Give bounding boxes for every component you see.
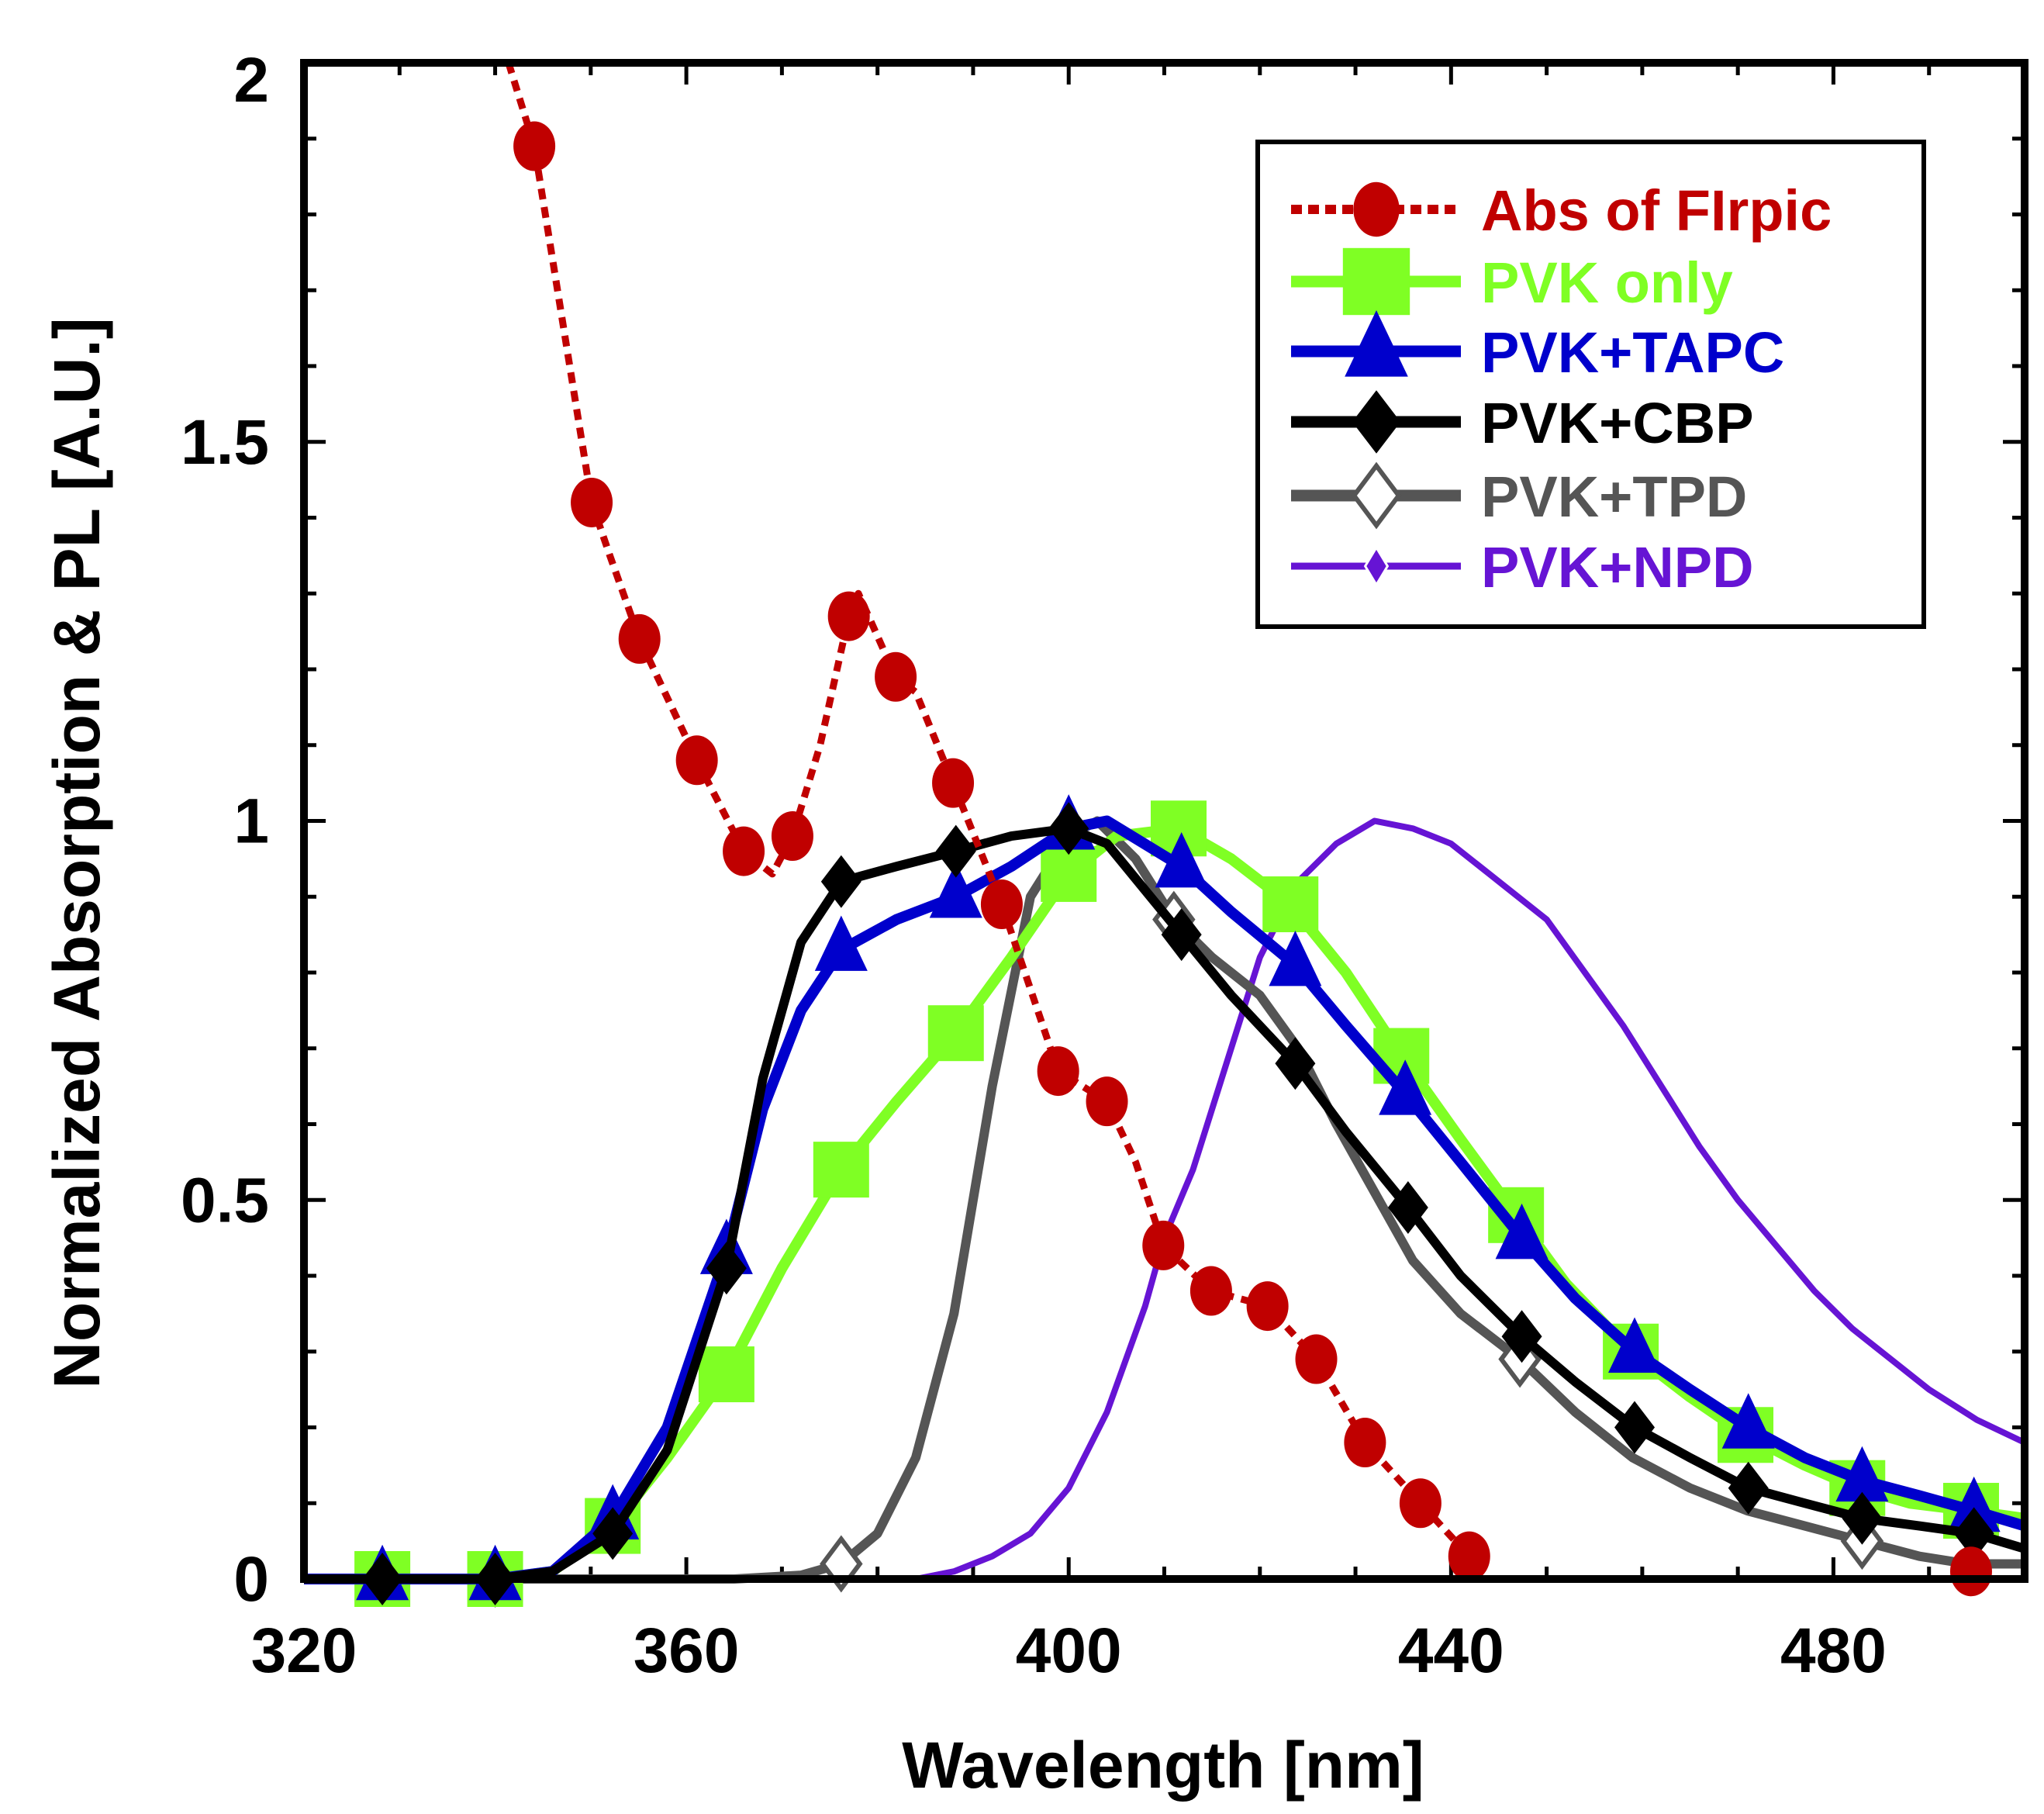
data-point-diamond [820, 855, 861, 908]
data-point-triangle [1155, 831, 1208, 888]
y-axis-title: Normalized Absorption & PL [A.U.] [40, 317, 113, 1388]
data-point-square [1342, 247, 1410, 316]
data-point-diamond [935, 824, 976, 878]
x-tick-label: 440 [1398, 1615, 1504, 1686]
data-point-circle [1949, 1546, 1992, 1597]
data-point-circle [513, 121, 556, 171]
data-point-diamond [592, 1507, 634, 1560]
y-tick-label: 1.5 [181, 407, 269, 478]
y-tick-labels: 0 0.5 1 1.5 2 [181, 45, 269, 1615]
data-point-diamond [1161, 908, 1202, 962]
legend-item: PVK+TAPC [1291, 309, 1784, 385]
legend-item: PVK+TPD [1291, 461, 1747, 530]
x-axis-title: Wavelength [nm] [902, 1729, 1424, 1802]
data-point-triangle [929, 862, 982, 918]
x-tick-label: 360 [634, 1615, 740, 1686]
data-point-circle [1344, 1418, 1386, 1468]
legend-label: PVK+CBP [1481, 391, 1754, 455]
legend-item: PVK+CBP [1291, 390, 1754, 455]
legend-item: PVK only [1291, 247, 1733, 316]
data-point-circle [723, 826, 765, 876]
data-point-triangle [1345, 309, 1408, 377]
data-point-circle [1399, 1478, 1442, 1529]
data-point-circle [875, 651, 917, 702]
data-point-square [813, 1142, 869, 1198]
data-point-circle [1353, 181, 1400, 237]
x-tick-label: 400 [1016, 1615, 1122, 1686]
data-point-circle [1086, 1076, 1128, 1127]
plot-frame [300, 59, 2028, 1583]
data-point-diamond [1728, 1461, 1769, 1515]
data-point-triangle [1608, 1317, 1662, 1373]
data-point-diamond [1275, 1037, 1316, 1090]
series-abs-of-firpic [505, 61, 1992, 1597]
legend-label: PVK+TAPC [1481, 320, 1784, 385]
data-point-diamond [1048, 802, 1089, 855]
data-point-diamond [1953, 1507, 1994, 1560]
data-point-diamond [1352, 390, 1401, 454]
data-point-circle [1189, 1266, 1232, 1316]
data-point-small-diamond [1363, 545, 1390, 587]
data-point-circle [1142, 1220, 1185, 1270]
data-point-triangle [1495, 1203, 1549, 1259]
data-point-circle [771, 811, 813, 862]
data-point-triangle [1721, 1393, 1775, 1449]
x-tick-label: 320 [251, 1615, 357, 1686]
data-point-diamond [1501, 1310, 1542, 1363]
data-point-triangle [814, 915, 868, 971]
data-point-circle [1246, 1281, 1289, 1332]
x-tick-label: 480 [1780, 1615, 1887, 1686]
y-tick-label: 2 [233, 45, 269, 116]
data-point-circle [571, 477, 613, 527]
legend-label: Abs of FIrpic [1481, 178, 1832, 243]
series-pvk-cbp [304, 802, 2026, 1605]
data-point-diamond [1387, 1181, 1428, 1235]
data-point-triangle [1835, 1446, 1889, 1502]
data-point-diamond [1614, 1401, 1656, 1454]
data-point-circle [827, 591, 870, 641]
data-point-diamond [1842, 1491, 1883, 1545]
series-line [304, 823, 2025, 1584]
data-point-circle [980, 879, 1023, 930]
data-point-circle [675, 735, 718, 786]
series-layer [304, 61, 2027, 1608]
legend-label: PVK+TPD [1481, 465, 1747, 529]
data-point-square [1041, 845, 1097, 902]
data-point-square [1262, 876, 1319, 933]
data-point-circle [618, 613, 661, 664]
data-point-circle [1448, 1531, 1490, 1581]
series-line [304, 824, 2026, 1584]
data-point-circle [932, 758, 975, 808]
series-line [495, 817, 2026, 1582]
data-point-triangle [1269, 931, 1322, 986]
data-point-circle [1037, 1046, 1079, 1097]
x-tick-labels: 320 360 400 440 480 [251, 1615, 1887, 1686]
legend-item: Abs of FIrpic [1291, 178, 1832, 243]
data-point-circle [1295, 1334, 1338, 1384]
data-point-triangle [1379, 1059, 1432, 1115]
data-point-triangle [1947, 1476, 2001, 1532]
y-tick-label: 1 [233, 786, 269, 857]
data-point-diamond [706, 1242, 747, 1295]
data-point-open-diamond [1351, 461, 1402, 530]
y-tick-label: 0.5 [181, 1165, 269, 1235]
legend-label: PVK only [1481, 251, 1733, 315]
y-tick-label: 0 [233, 1544, 269, 1615]
data-point-square [927, 1005, 984, 1062]
legend-label: PVK+NPD [1481, 535, 1754, 599]
legend-item: PVK+NPD [1291, 535, 1754, 599]
data-point-square [698, 1346, 754, 1403]
